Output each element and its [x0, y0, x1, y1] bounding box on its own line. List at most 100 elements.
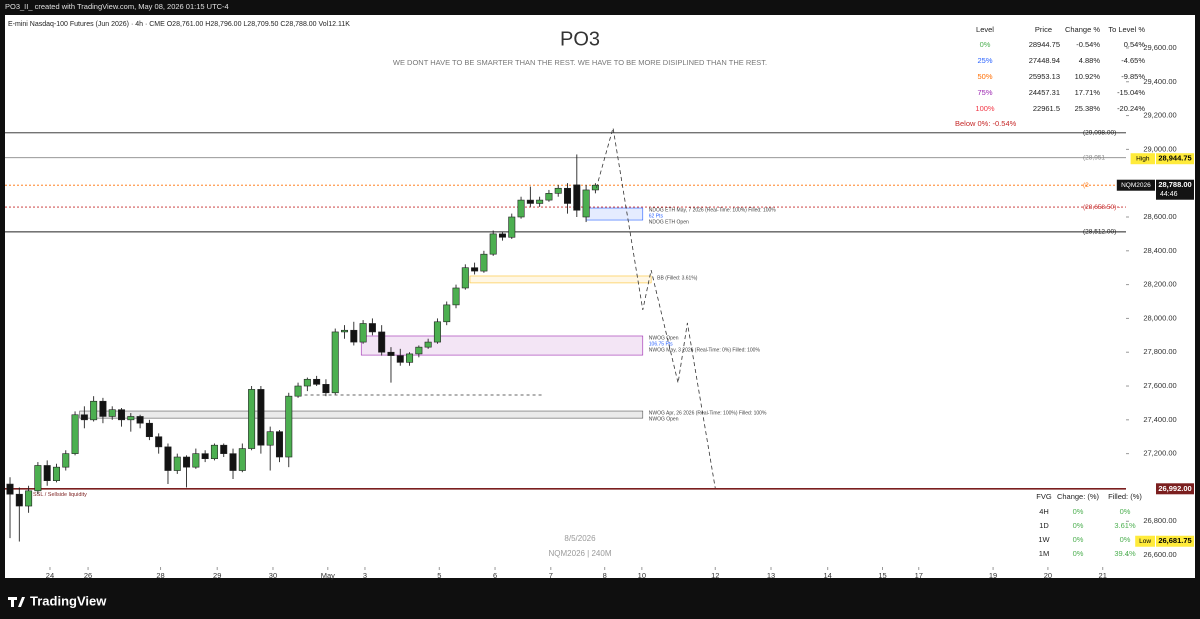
price-tag-name: Low: [1139, 538, 1151, 545]
table-cell: 10.92%: [1075, 72, 1101, 81]
x-tick-label: 28: [156, 571, 164, 580]
table-header: Level: [976, 25, 994, 34]
y-tick-label: 29,200.00: [1143, 111, 1176, 120]
level-label: (28,512.00) -: [1083, 229, 1120, 236]
table-cell: 27448.94: [1029, 56, 1060, 65]
candle-body: [591, 184, 599, 191]
table-header: To Level %: [1108, 25, 1145, 34]
x-tick-label: 7: [549, 571, 553, 580]
candle-body: [406, 353, 414, 363]
candle-body: [368, 323, 376, 333]
candle-body: [526, 199, 534, 204]
price-tag-chip: [1116, 179, 1155, 191]
level-text: SSL / Sellside liquidity: [33, 492, 87, 498]
candle-body: [145, 422, 153, 438]
table-cell: 0.54%: [1124, 40, 1146, 49]
zone-label: NWOG Open: [649, 416, 679, 422]
candle-body: [201, 453, 209, 460]
x-tick-label: 29: [213, 571, 221, 580]
price-tag-label: 28,944.75: [1158, 154, 1191, 163]
candle-body: [34, 465, 42, 492]
candle-body: [489, 233, 497, 255]
candle-body: [471, 267, 479, 272]
table-cell: -0.54%: [1076, 40, 1100, 49]
candle-body: [108, 409, 116, 417]
tradingview-logo: [8, 597, 25, 607]
x-tick-label: 19: [989, 571, 997, 580]
candle-body: [331, 331, 339, 394]
candle-body: [322, 384, 330, 394]
zone-label: 62 Pts: [649, 213, 664, 219]
table-cell: 22961.5: [1033, 104, 1060, 113]
table-cell: 100%: [975, 104, 995, 113]
x-tick-label: 20: [1044, 571, 1052, 580]
symbol-info: E-mini Nasdaq-100 Futures (Jun 2026) · 4…: [8, 21, 350, 28]
projection-path: [595, 127, 716, 489]
x-tick-label: 21: [1099, 571, 1107, 580]
table-cell: 1D: [1039, 521, 1049, 530]
candle-body: [248, 389, 256, 449]
candle-body: [220, 444, 228, 454]
candle-body: [6, 483, 14, 495]
x-tick-label: 6: [493, 571, 497, 580]
candle-body: [424, 341, 432, 348]
candle-body: [433, 321, 441, 343]
table-cell: 39.4%: [1114, 549, 1136, 558]
candle-body: [452, 287, 460, 306]
candle-body: [210, 444, 218, 460]
candle-body: [229, 453, 237, 471]
watermark: 8/5/2026: [564, 534, 596, 543]
chart-area: [5, 15, 1195, 578]
zone: [360, 335, 644, 356]
candle-body: [62, 453, 70, 468]
zone-label: NWOG Open: [649, 335, 679, 341]
candle-body: [341, 329, 349, 333]
table-cell: 17.71%: [1075, 88, 1101, 97]
zone: [79, 410, 644, 419]
table-cell: 0%: [980, 40, 991, 49]
zone-label: NDOG ETH May, 7 2026 (Real-Time: 100%) F…: [649, 207, 777, 213]
candle-body: [173, 456, 181, 471]
y-tick-label: 29,400.00: [1143, 77, 1176, 86]
countdown: 44:46: [1160, 191, 1178, 198]
table-cell: 50%: [977, 72, 992, 81]
candle-body: [480, 253, 488, 272]
x-tick-label: 3: [363, 571, 367, 580]
table-cell: 0%: [1120, 507, 1131, 516]
candle-body: [350, 329, 358, 343]
price-tag-label: 26,681.75: [1158, 536, 1191, 545]
price-tag: [1156, 483, 1194, 495]
candle-body: [275, 431, 283, 458]
y-tick-label: 27,800.00: [1143, 347, 1176, 356]
candle-body: [313, 378, 321, 385]
candle-body: [461, 267, 469, 289]
candle-body: [285, 395, 293, 458]
level-label: (28,951: [1083, 154, 1105, 161]
y-tick-label: 29,000.00: [1143, 144, 1176, 153]
x-tick-label: 12: [711, 571, 719, 580]
candle-body: [387, 351, 395, 356]
table-cell: 0%: [1120, 535, 1131, 544]
footer-brand: TradingView: [30, 593, 107, 608]
candle-body: [257, 389, 265, 446]
candle-body: [127, 416, 135, 421]
x-tick-label: 15: [878, 571, 886, 580]
candle-body: [266, 431, 274, 446]
y-tick-label: 27,600.00: [1143, 381, 1176, 390]
y-tick-label: 26,800.00: [1143, 516, 1176, 525]
x-tick-label: 13: [767, 571, 775, 580]
candle-body: [396, 355, 404, 363]
price-tag-label: 26,992.00: [1158, 484, 1191, 493]
x-tick-label: 8: [603, 571, 607, 580]
price-tag-name: High: [1136, 155, 1150, 162]
candle-body: [554, 187, 562, 194]
table-cell: 4.88%: [1079, 56, 1101, 65]
candle-body: [415, 346, 423, 355]
table-header: Filled: (%): [1108, 492, 1142, 501]
x-tick-label: May: [321, 571, 335, 580]
table-cell: 0%: [1073, 507, 1084, 516]
x-tick-label: 26: [84, 571, 92, 580]
candle-body: [517, 199, 525, 218]
subtitle: WE DONT HAVE TO BE SMARTER THAN THE REST…: [393, 58, 767, 67]
